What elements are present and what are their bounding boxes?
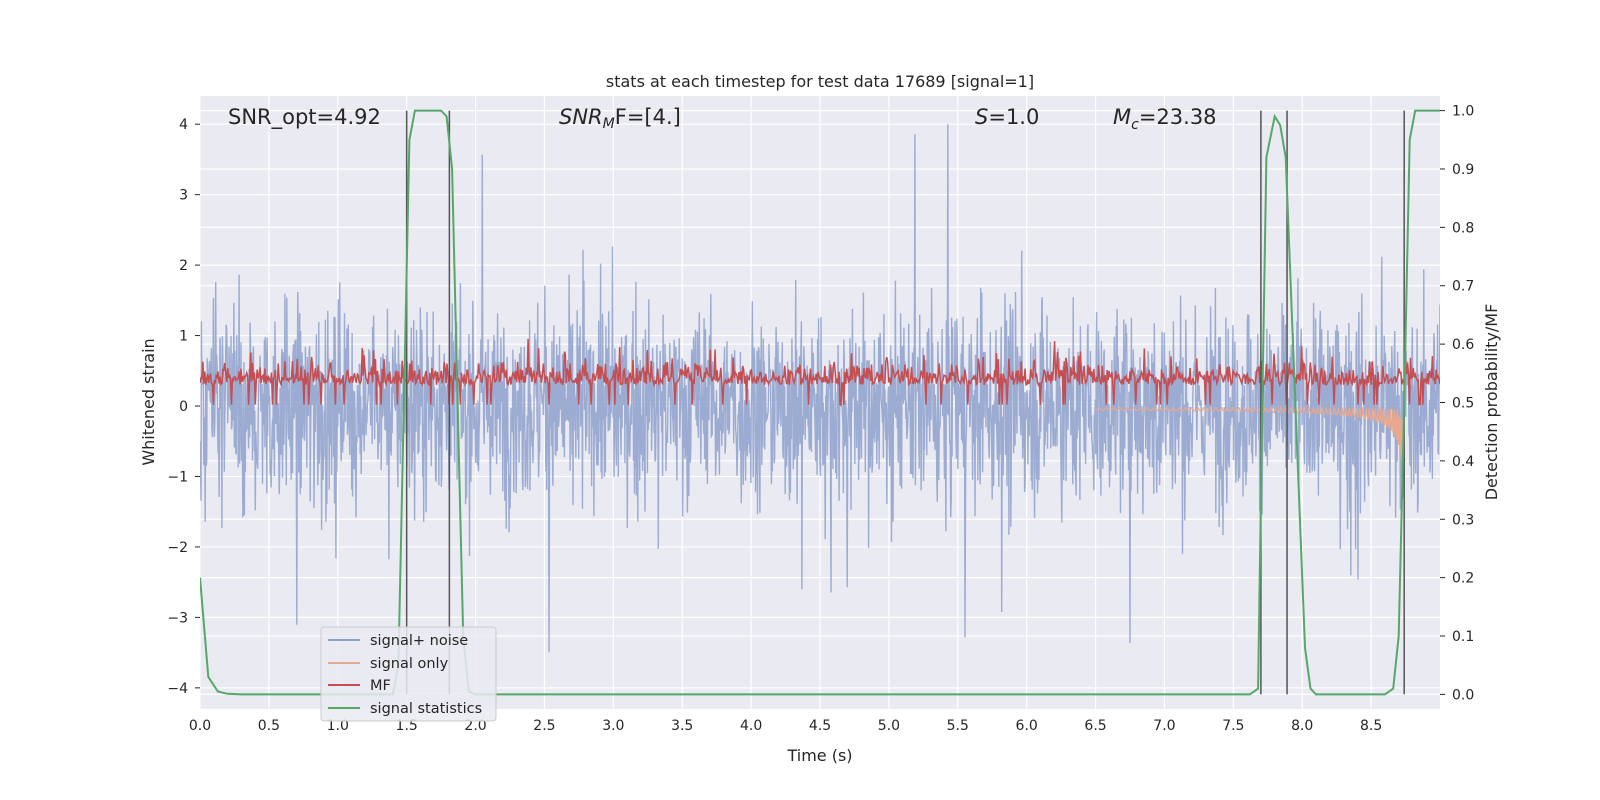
y2-axis-label: Detection probability/MF xyxy=(1482,304,1501,501)
annotation-snr-mf-sub: M xyxy=(603,116,615,132)
y2-tick-label: 0.5 xyxy=(1452,396,1474,412)
x-tick-label: 4.5 xyxy=(809,718,831,734)
x-tick-label: 0.5 xyxy=(258,718,280,734)
x-tick-label: 5.0 xyxy=(878,718,900,734)
y-tick-label: 0 xyxy=(179,399,188,415)
y2-tick-label: 0.3 xyxy=(1452,512,1474,528)
x-tick-label: 3.5 xyxy=(671,718,693,734)
y-tick-label: 3 xyxy=(179,188,188,204)
y-tick-label: 4 xyxy=(179,117,188,133)
x-tick-label: 1.5 xyxy=(396,718,418,734)
x-tick-label: 8.0 xyxy=(1291,718,1313,734)
annotation-s: S=1.0 xyxy=(975,105,1039,129)
x-tick-label: 7.5 xyxy=(1222,718,1244,734)
y2-tick-label: 0.1 xyxy=(1452,629,1474,645)
annotation-s-var: S xyxy=(975,105,988,129)
x-tick-label: 7.0 xyxy=(1153,718,1175,734)
x-tick-label: 2.5 xyxy=(533,718,555,734)
x-tick-label: 3.0 xyxy=(602,718,624,734)
y2-tick-label: 0.4 xyxy=(1452,454,1474,470)
annotation-snr-mf: SNRMF=[4.] xyxy=(559,105,681,132)
annotations: SNR_opt=4.92 SNRMF=[4.] S=1.0 Mc=23.38 xyxy=(228,105,1217,133)
annotation-mc-rest: =23.38 xyxy=(1139,105,1217,129)
x-tick-label: 5.5 xyxy=(947,718,969,734)
y2-tick-label: 0.2 xyxy=(1452,571,1474,587)
legend-label-signal-statistics: signal statistics xyxy=(370,701,482,717)
y-tick-label: −3 xyxy=(167,610,188,626)
y-tick-label: 1 xyxy=(179,329,188,345)
y-axis-label: Whitened strain xyxy=(139,338,158,465)
x-tick-label: 6.0 xyxy=(1016,718,1038,734)
legend-box xyxy=(320,626,497,722)
y2-tick-label: 0.7 xyxy=(1452,279,1474,295)
annotation-snr-mf-rest: F=[4.] xyxy=(615,105,681,129)
legend-label-signal-only: signal only xyxy=(370,656,449,672)
y-tick-label: −1 xyxy=(167,469,188,485)
x-tick-label: 1.0 xyxy=(327,718,349,734)
y-tick-label: 2 xyxy=(179,258,188,274)
y-tick-label: −4 xyxy=(167,681,188,697)
annotation-snr-opt: SNR_opt=4.92 xyxy=(228,105,381,130)
annotation-mc: Mc=23.38 xyxy=(1113,105,1217,133)
y2-tick-label: 1.0 xyxy=(1452,104,1474,120)
ticks: 0.0 0.5 1.0 1.5 2.0 2.5 3.0 3.5 4.0 4.5 5.0 5.5 6.0 6… xyxy=(167,104,1474,734)
annotation-mc-var: M xyxy=(1113,105,1131,129)
chart-title: stats at each timestep for test data 176… xyxy=(606,72,1034,91)
legend-label-signal-noise: signal+ noise xyxy=(370,633,468,649)
y2-tick-label: 0.0 xyxy=(1452,687,1474,703)
y2-tick-label: 0.6 xyxy=(1452,337,1474,353)
x-tick-label: 2.0 xyxy=(464,718,486,734)
annotation-snr-mf-base: SNR xyxy=(559,105,603,129)
annotation-mc-sub: c xyxy=(1131,117,1139,133)
series-signal-only xyxy=(1095,405,1406,474)
x-axis-label: Time (s) xyxy=(786,746,852,765)
legend: signal+ noise signal only MF signal stat… xyxy=(320,626,497,722)
annotation-s-rest: =1.0 xyxy=(988,105,1039,129)
x-tick-label: 0.0 xyxy=(189,718,211,734)
x-tick-label: 8.5 xyxy=(1360,718,1382,734)
legend-label-mf: MF xyxy=(370,678,391,694)
x-tick-label: 6.5 xyxy=(1084,718,1106,734)
x-tick-label: 4.0 xyxy=(740,718,762,734)
y2-tick-label: 0.8 xyxy=(1452,220,1474,236)
y2-tick-label: 0.9 xyxy=(1452,162,1474,178)
y-tick-label: −2 xyxy=(167,540,188,556)
